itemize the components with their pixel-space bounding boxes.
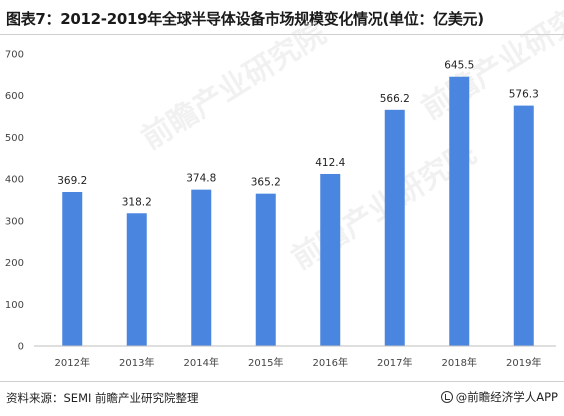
footer-divider: [0, 381, 564, 382]
bar: [255, 193, 276, 346]
y-axis: 0 100 200 300 400 500 600 700: [5, 50, 24, 353]
x-axis: 2012年 2013年 2014年 2015年 2016年 2017年 2018年 2019年: [34, 345, 556, 369]
bar: [62, 191, 83, 346]
y-tick-label: 600: [5, 91, 24, 102]
watermark-text: 前瞻产业研究院: [136, 16, 333, 157]
brand-logo-icon: [440, 391, 453, 403]
y-tick-label: 400: [5, 175, 24, 186]
y-tick-label: 700: [5, 50, 24, 61]
x-tick-label: 2014年: [184, 356, 219, 369]
y-tick-label: 300: [5, 216, 24, 227]
bars-group: [62, 76, 534, 346]
bar-value-label: 412.4: [315, 157, 345, 169]
x-tick-label: 2015年: [248, 356, 283, 369]
brand-text: @前瞻经济学人APP: [455, 390, 558, 404]
chart-title: 图表7：2012-2019年全球半导体设备市场规模变化情况(单位：亿美元): [6, 10, 484, 28]
bar: [191, 189, 212, 346]
bar-value-label: 318.2: [122, 196, 152, 208]
x-tick-label: 2012年: [55, 356, 90, 369]
bar-value-label: 365.2: [251, 177, 281, 189]
y-tick-label: 500: [5, 133, 24, 144]
bar-value-label: 566.2: [380, 93, 410, 105]
x-tick-label: 2018年: [442, 356, 477, 369]
y-tick-label: 0: [18, 342, 24, 353]
y-tick-label: 100: [5, 300, 24, 311]
x-tick-label: 2013年: [119, 356, 154, 369]
x-tick-label: 2016年: [313, 356, 348, 369]
x-tick-label: 2017年: [377, 356, 412, 369]
source-note: 资料来源：SEMI 前瞻产业研究院整理: [6, 391, 199, 405]
bar-value-label: 374.8: [186, 173, 216, 185]
bar-value-label: 645.5: [444, 60, 474, 72]
bar: [126, 213, 147, 346]
brand-credit: @前瞻经济学人APP: [440, 389, 558, 405]
bar-value-label: 369.2: [57, 175, 87, 187]
y-tick-label: 200: [5, 258, 24, 269]
bar: [449, 76, 470, 346]
data-labels-group: 369.2 318.2 374.8 365.2 412.4 566.2 645.5 576.3: [57, 60, 539, 209]
x-tick-label: 2019年: [506, 356, 541, 369]
bar: [513, 105, 534, 346]
bar-value-label: 576.3: [509, 89, 539, 101]
watermark-text: 前瞻产业研究院: [416, 0, 564, 127]
bar: [320, 173, 341, 346]
title-divider: [0, 34, 564, 35]
bar: [384, 109, 405, 346]
